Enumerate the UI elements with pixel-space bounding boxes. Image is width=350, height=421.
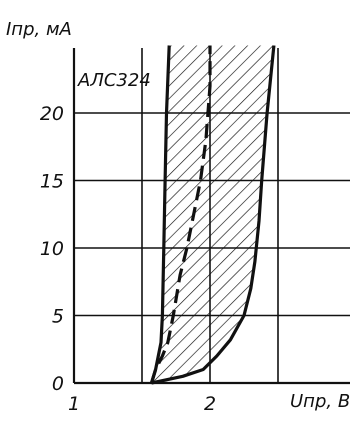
axes: [72, 48, 350, 385]
band-right-boundary: [151, 45, 276, 385]
y-tick-label: 10: [40, 238, 64, 260]
y-tick-label: 15: [40, 171, 64, 193]
y-tick-label: 20: [40, 103, 64, 125]
x-axis-title: Uпр, В: [290, 391, 350, 412]
series-line-0: [149, 45, 212, 384]
x-tick-label: 2: [204, 393, 216, 415]
series-layer: [149, 45, 212, 384]
part-label: АЛС324: [77, 70, 151, 91]
tick-labels: 0 5 10 15 20 1 2: [40, 103, 216, 415]
spread-band-fill: [151, 45, 274, 383]
band-left-boundary: [149, 45, 171, 384]
y-tick-label: 0: [52, 373, 64, 395]
x-tick-label: 1: [68, 393, 80, 415]
spread-band: [149, 45, 276, 385]
y-axis-title: Iпр, мА: [6, 19, 72, 40]
y-tick-label: 5: [52, 306, 64, 328]
